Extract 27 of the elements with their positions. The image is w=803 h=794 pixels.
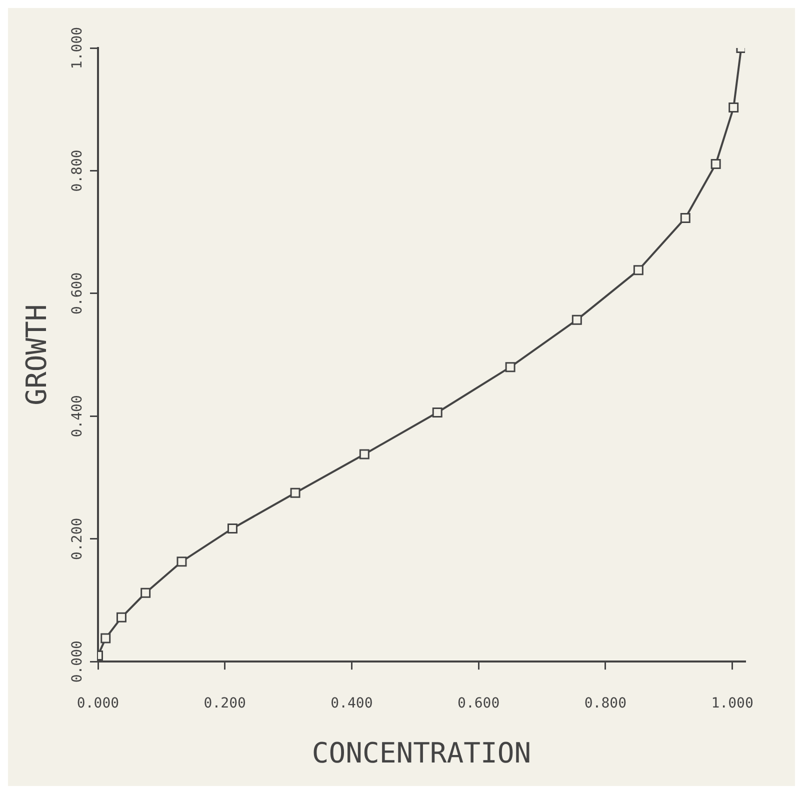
y-tick-label: 0.200: [70, 518, 86, 560]
y-tick-label: 0.400: [70, 395, 86, 438]
x-tick-label: 1.000: [711, 696, 754, 712]
point: [680, 212, 690, 223]
y-tick-label: 1.000: [70, 26, 86, 70]
x-axis-title: CONCENTRATION: [312, 736, 532, 770]
point: [633, 265, 644, 276]
y-tick-label: 0.600: [70, 272, 86, 315]
point: [572, 314, 582, 325]
point: [290, 488, 300, 498]
y-tick-label: 0.800: [70, 150, 86, 192]
point: [100, 633, 111, 644]
x-tick-label: 0.200: [204, 696, 246, 712]
y-axis-title: GROWTH: [20, 304, 54, 406]
point: [227, 523, 238, 534]
point: [505, 362, 516, 372]
point: [710, 158, 721, 169]
point: [359, 449, 370, 460]
y-tick-label: 0.000: [70, 640, 86, 683]
x-tick-label: 0.400: [330, 696, 373, 712]
point: [140, 588, 151, 598]
x-tick-label: 0.800: [584, 696, 627, 712]
point: [116, 612, 126, 622]
point: [728, 102, 739, 113]
point: [176, 556, 187, 567]
x-tick-label: 0.600: [458, 696, 500, 712]
point: [432, 407, 442, 418]
